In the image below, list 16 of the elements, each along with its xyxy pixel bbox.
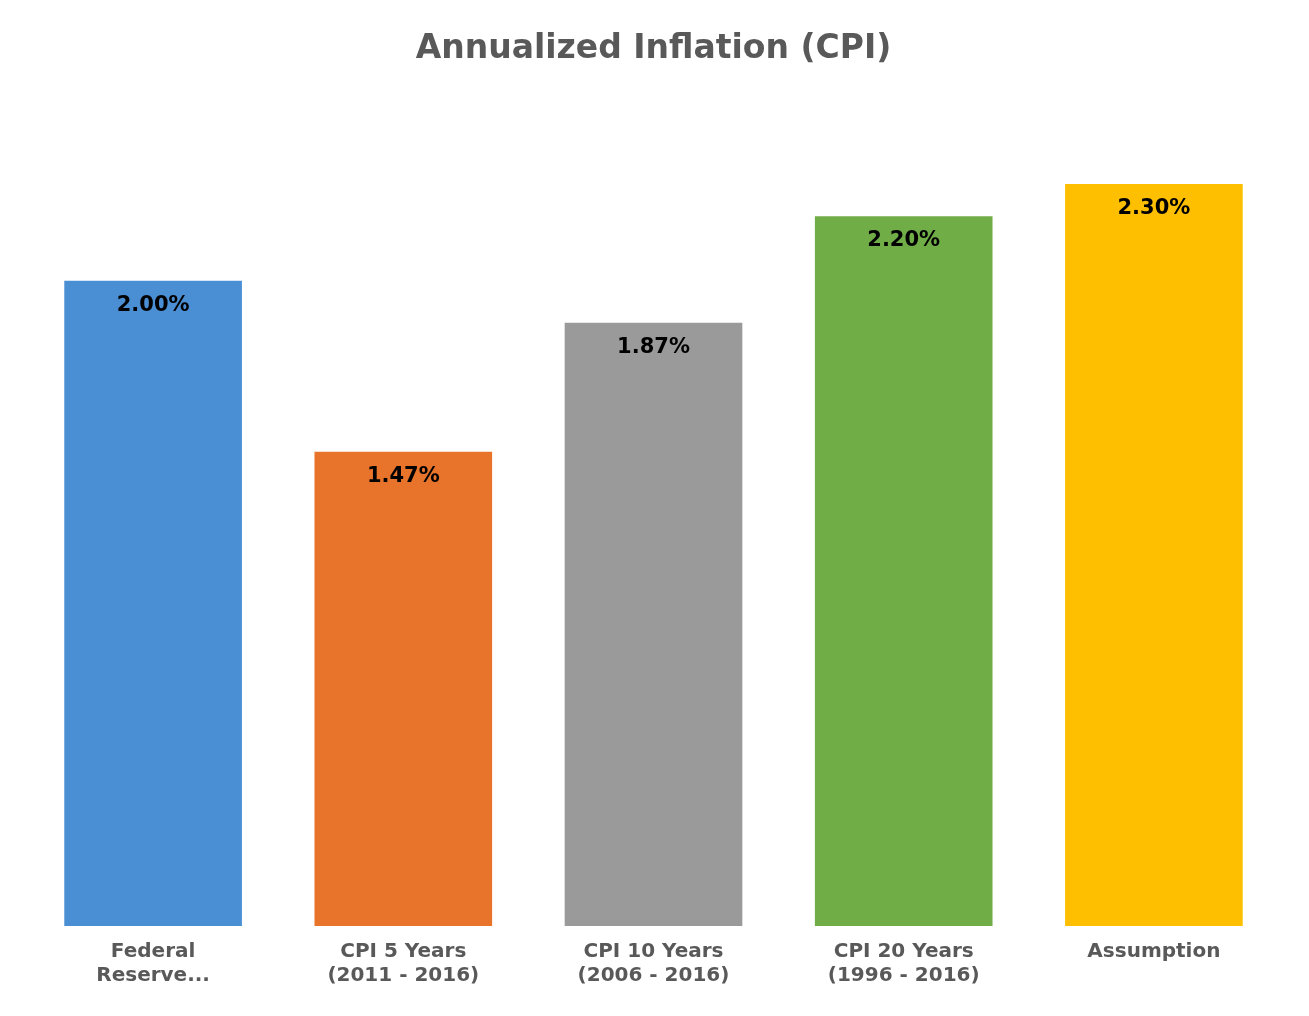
x-tick-label: Federal Reserve... — [96, 938, 210, 987]
x-tick-label: Assumption — [1087, 938, 1221, 963]
x-tick-label: CPI 20 Years (1996 - 2016) — [827, 938, 980, 987]
bar — [314, 451, 493, 926]
x-tick-label: CPI 5 Years (2011 - 2016) — [327, 938, 480, 987]
data-label: 1.47% — [366, 462, 440, 487]
data-label: 2.30% — [1117, 194, 1191, 219]
chart-title: Annualized Inflation (CPI) — [415, 27, 892, 67]
data-label: 2.00% — [116, 291, 190, 316]
data-label: 2.20% — [867, 227, 941, 252]
bar — [564, 322, 743, 926]
bar — [814, 216, 993, 926]
x-tick-label: CPI 10 Years (2006 - 2016) — [577, 938, 730, 987]
bar — [1065, 183, 1243, 926]
data-label: 1.87% — [617, 333, 690, 358]
bar — [64, 280, 242, 926]
